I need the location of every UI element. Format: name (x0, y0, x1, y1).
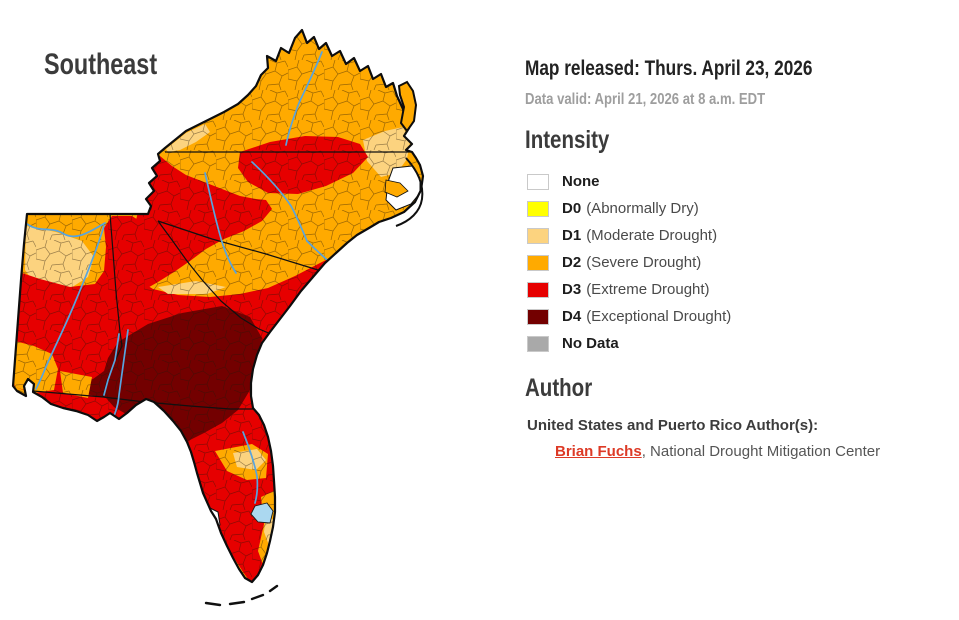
data-valid-text: Data valid: April 21, 2026 at 8 a.m. EDT (525, 91, 766, 108)
legend-swatch (527, 308, 549, 325)
author-link[interactable]: Brian Fuchs (555, 443, 642, 460)
coastline-outline (11, 28, 425, 584)
legend-swatch (527, 227, 549, 244)
legend-swatch (527, 254, 549, 271)
legend-code: No Data (562, 335, 619, 352)
drought-map: Southeast (0, 0, 480, 615)
legend-row-d0: D0 (Abnormally Dry) (527, 195, 731, 222)
legend-code: D3 (562, 281, 582, 298)
outer-banks (395, 157, 424, 227)
legend-label: (Severe Drought) (586, 254, 702, 271)
legend-row-d3: D3 (Extreme Drought) (527, 276, 731, 303)
legend-row-nodata: No Data (527, 330, 731, 357)
legend-label: (Abnormally Dry) (586, 200, 699, 217)
legend-code: None (562, 173, 600, 190)
intensity-heading: Intensity (525, 126, 610, 154)
florida-keys (204, 584, 279, 607)
author-credit: Brian Fuchs, National Drought Mitigation… (555, 443, 880, 460)
map-released-text: Map released: Thurs. April 23, 2026 (525, 57, 813, 80)
delmarva-peninsula (397, 80, 418, 133)
rivers (26, 51, 343, 504)
legend-swatch (527, 335, 549, 352)
legend-row-d2: D2 (Severe Drought) (527, 249, 731, 276)
region-d0 (276, 541, 283, 569)
legend-code: D0 (562, 200, 582, 217)
author-line: United States and Puerto Rico Author(s): (527, 417, 819, 434)
legend-code: D4 (562, 308, 582, 325)
author-link-suffix: , National Drought Mitigation Center (641, 443, 881, 460)
author-heading: Author (525, 374, 593, 402)
legend-label: (Extreme Drought) (586, 281, 710, 298)
legend-label: (Exceptional Drought) (586, 308, 732, 325)
legend-code: D1 (562, 227, 582, 244)
legend-row-none: None (527, 168, 731, 195)
legend-swatch (527, 173, 549, 190)
legend-row-d1: D1 (Moderate Drought) (527, 222, 731, 249)
intensity-legend: None D0 (Abnormally Dry) D1 (Moderate Dr… (527, 168, 731, 357)
legend-label: (Moderate Drought) (586, 227, 718, 244)
legend-swatch (527, 281, 549, 298)
legend-swatch (527, 200, 549, 217)
lake-okeechobee (250, 502, 274, 524)
map-region-title: Southeast (44, 48, 158, 81)
legend-row-d4: D4 (Exceptional Drought) (527, 303, 731, 330)
legend-code: D2 (562, 254, 582, 271)
drought-map-svg (11, 28, 425, 607)
